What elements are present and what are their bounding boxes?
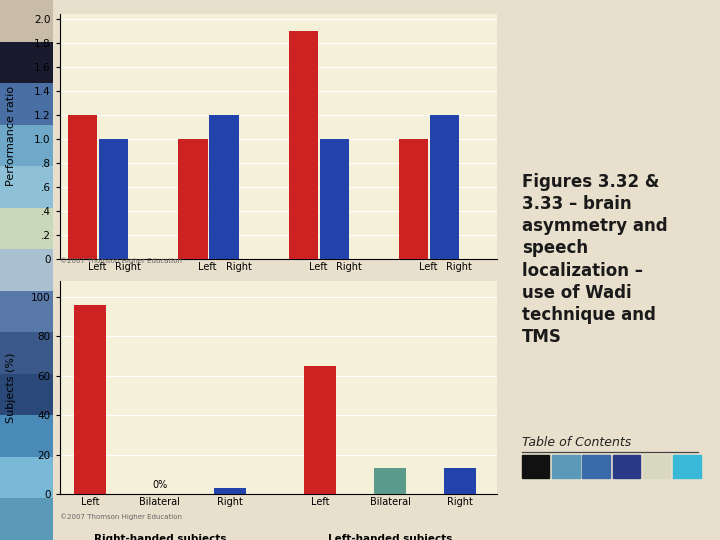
Bar: [0, 166, 53, 208]
Y-axis label: Subjects (%): Subjects (%): [6, 352, 16, 423]
Bar: [0, 498, 53, 540]
Bar: [0, 332, 53, 374]
Text: Visual task:
letter recognition: Visual task: letter recognition: [64, 295, 161, 317]
Text: Visual task:
face recognition: Visual task: face recognition: [179, 295, 268, 317]
Text: 0%: 0%: [152, 480, 168, 490]
Bar: [210, 116, 238, 259]
Bar: [430, 116, 459, 259]
Bar: [179, 139, 207, 259]
Text: Figures 3.32 &
3.33 – brain
asymmetry and
speech
localization –
use of Wadi
tech: Figures 3.32 & 3.33 – brain asymmetry an…: [522, 173, 667, 346]
Bar: [0, 0, 53, 42]
Bar: [399, 139, 428, 259]
Bar: [0, 83, 53, 125]
Text: ©2007 Thomson Higher Education: ©2007 Thomson Higher Education: [60, 257, 181, 264]
Text: Auditory task:
melody recognition: Auditory task: melody recognition: [390, 295, 498, 317]
Bar: [0, 125, 53, 166]
Bar: [0, 457, 53, 498]
Y-axis label: Performance ratio: Performance ratio: [6, 86, 16, 186]
Bar: [68, 116, 97, 259]
Bar: [289, 31, 318, 259]
Bar: [73, 305, 106, 494]
Bar: [0, 291, 53, 332]
Bar: [374, 468, 406, 494]
Bar: [304, 366, 336, 494]
Bar: [0, 374, 53, 415]
Bar: [444, 468, 476, 494]
Bar: [320, 139, 349, 259]
Text: Right-handed subjects: Right-handed subjects: [94, 534, 226, 540]
Bar: [0, 42, 53, 83]
Bar: [99, 139, 128, 259]
Text: Auditory task:
word recognition: Auditory task: word recognition: [287, 295, 380, 317]
Bar: [214, 488, 246, 494]
Bar: [0, 249, 53, 291]
Text: Left-handed subjects: Left-handed subjects: [328, 534, 452, 540]
Text: ©2007 Thomson Higher Education: ©2007 Thomson Higher Education: [60, 514, 181, 521]
Text: Table of Contents: Table of Contents: [522, 435, 631, 449]
Bar: [0, 208, 53, 249]
Bar: [0, 415, 53, 457]
